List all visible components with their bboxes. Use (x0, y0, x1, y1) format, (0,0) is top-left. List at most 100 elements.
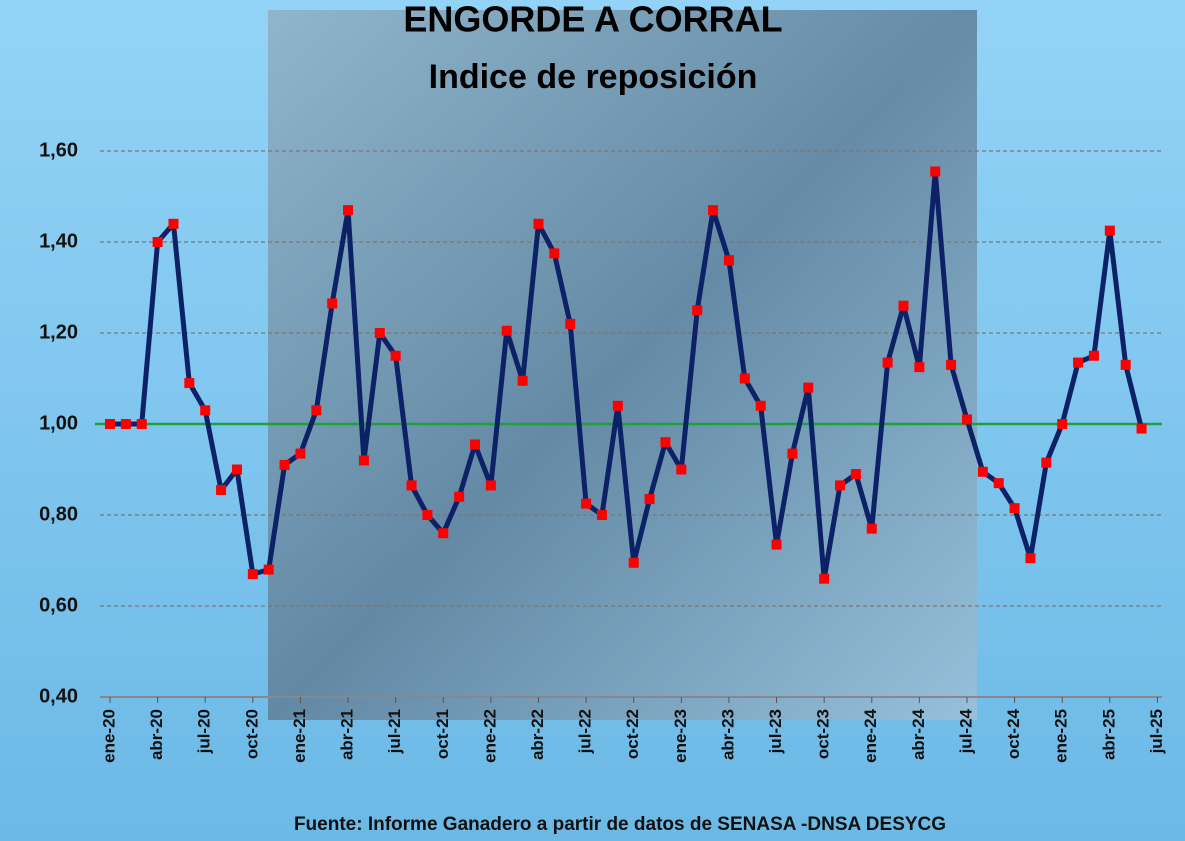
y-tick-label: 0,60 (39, 594, 78, 616)
data-point (1057, 419, 1068, 429)
data-point (247, 569, 258, 580)
data-point (914, 362, 925, 373)
data-point (787, 448, 798, 459)
data-point (930, 166, 941, 177)
x-tick-label: ene-21 (290, 709, 309, 763)
data-point (1025, 553, 1036, 564)
data-point (739, 373, 750, 384)
y-tick-label: 1,60 (39, 139, 78, 161)
data-point (1009, 503, 1020, 514)
data-point (533, 218, 544, 229)
x-tick-label: ene-20 (99, 709, 118, 763)
data-point (231, 464, 242, 475)
data-point (279, 459, 290, 470)
data-point (343, 205, 354, 216)
data-point (612, 400, 623, 411)
data-point (184, 378, 195, 389)
background-photo (268, 10, 977, 720)
data-point (390, 350, 401, 361)
data-point (628, 557, 639, 568)
data-point (596, 510, 607, 520)
y-tick-label: 0,40 (39, 685, 78, 707)
data-point (200, 405, 211, 416)
y-tick-label: 1,00 (39, 412, 78, 434)
data-point (1088, 350, 1099, 361)
data-point (454, 491, 465, 502)
data-point (866, 523, 877, 534)
x-tick-label: jul-20 (195, 709, 214, 754)
x-tick-label: jul-23 (766, 709, 785, 754)
x-tick-label: abr-22 (528, 709, 547, 760)
source-note: Fuente: Informe Ganadero a partir de dat… (294, 814, 946, 835)
data-point (105, 419, 115, 429)
x-tick-label: abr-20 (147, 709, 166, 760)
data-point (771, 539, 782, 550)
data-point (1120, 359, 1131, 370)
chart-title: ENGORDE A CORRAL (403, 0, 782, 40)
y-tick-label: 1,40 (39, 230, 78, 252)
x-tick-label: jul-21 (385, 709, 404, 754)
data-point (819, 573, 830, 584)
data-point (898, 300, 909, 311)
data-point (136, 419, 147, 429)
data-point (263, 564, 274, 575)
data-point (993, 478, 1004, 489)
data-point (120, 419, 131, 429)
x-tick-label: ene-23 (671, 709, 690, 763)
data-point (723, 255, 734, 266)
data-point (835, 480, 846, 491)
x-tick-label: jul-25 (1147, 709, 1166, 754)
data-point (660, 437, 671, 448)
data-point (755, 400, 766, 411)
data-point (961, 414, 972, 425)
data-point (644, 494, 655, 505)
x-tick-label: abr-24 (909, 708, 928, 760)
data-point (1041, 457, 1052, 468)
data-point (803, 382, 814, 393)
x-tick-label: oct-21 (433, 709, 452, 759)
x-tick-label: oct-24 (1004, 708, 1023, 759)
data-point (438, 528, 449, 539)
data-point (216, 484, 227, 495)
x-tick-label: abr-21 (338, 709, 357, 760)
chart-subtitle: Indice de reposición (429, 58, 758, 96)
data-line (110, 168, 1144, 582)
data-point (517, 375, 528, 386)
data-point (882, 357, 893, 368)
y-tick-label: 1,20 (39, 321, 78, 343)
data-point (327, 298, 338, 309)
data-point (676, 464, 687, 475)
data-point (152, 237, 163, 247)
x-tick-label: oct-22 (623, 709, 642, 759)
x-tick-label: jul-22 (576, 709, 595, 754)
data-point (1136, 423, 1147, 434)
x-tick-label: ene-22 (480, 709, 499, 763)
x-tick-label: abr-23 (718, 709, 737, 760)
data-point (565, 318, 576, 329)
x-tick-label: ene-24 (861, 708, 880, 762)
x-tick-label: abr-25 (1099, 709, 1118, 760)
data-point (1104, 225, 1115, 236)
data-point (692, 305, 703, 316)
data-point (406, 480, 417, 491)
data-point (946, 359, 957, 370)
data-point (1073, 357, 1084, 368)
data-point (549, 248, 560, 259)
data-point (374, 328, 385, 338)
data-point (470, 439, 481, 450)
data-point (485, 480, 496, 491)
data-point (850, 469, 861, 480)
y-tick-label: 0,80 (39, 503, 78, 525)
data-point (422, 510, 433, 520)
x-tick-label: jul-24 (956, 708, 975, 754)
data-point (581, 498, 592, 509)
x-tick-label: oct-20 (242, 709, 261, 759)
data-point (311, 405, 322, 416)
x-tick-label: ene-25 (1052, 709, 1071, 763)
data-point (708, 205, 719, 216)
data-point (977, 466, 988, 477)
data-point (168, 218, 179, 229)
data-point (501, 325, 512, 336)
x-tick-label: oct-23 (814, 709, 833, 759)
